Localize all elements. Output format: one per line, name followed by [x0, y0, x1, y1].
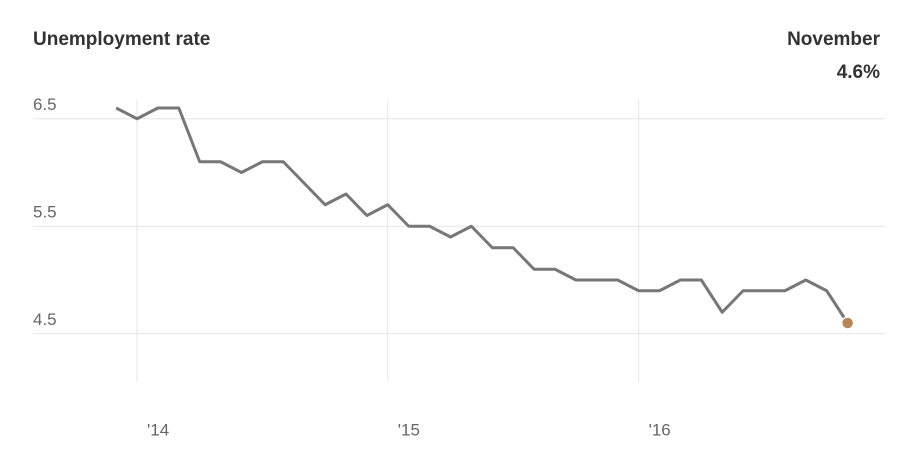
y-tick-label: 4.5: [33, 310, 57, 329]
annotation-value: 4.6%: [837, 62, 880, 83]
y-tick-label: 5.5: [33, 203, 57, 222]
data-line: [115, 106, 849, 324]
chart-title: Unemployment rate: [33, 29, 210, 50]
x-tick-label: '14: [147, 420, 169, 439]
annotation-label: November: [787, 29, 881, 50]
x-tick-label: '15: [398, 420, 420, 439]
x-tick-label: '16: [649, 420, 671, 439]
y-tick-label: 6.5: [33, 95, 57, 114]
last-point-marker: [840, 316, 855, 330]
